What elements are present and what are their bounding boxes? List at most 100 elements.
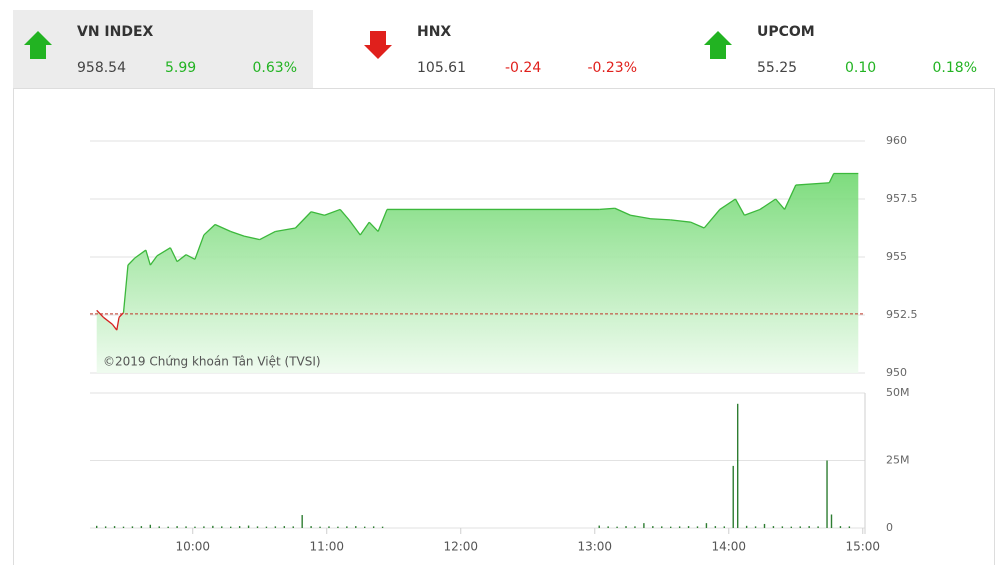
price-line-segment — [185, 254, 196, 260]
volume-bar — [808, 526, 810, 528]
price-line-segment — [614, 207, 631, 216]
price-line-segment — [744, 208, 761, 216]
volume-bar — [372, 526, 375, 528]
price-line-segment — [176, 254, 187, 263]
volume-bar — [754, 526, 757, 528]
price-line-segment — [759, 198, 777, 210]
volume-bar — [598, 525, 600, 528]
volume-bar — [678, 526, 681, 528]
volume-bar — [781, 526, 784, 528]
price-line-segment — [784, 184, 797, 210]
volume-bar — [212, 525, 214, 528]
volume-bar — [113, 526, 116, 528]
price-line-segment — [169, 247, 178, 262]
price-line-segment — [103, 316, 113, 325]
volume-bar — [705, 523, 708, 528]
volume-bar — [230, 526, 232, 528]
index-name: VN INDEX — [77, 24, 154, 40]
volume-bar — [826, 460, 828, 528]
index-value: 105.61 — [417, 60, 466, 76]
volume-bar — [167, 526, 169, 528]
volume-bar — [131, 526, 134, 528]
volume-bar — [616, 526, 618, 528]
index-card[interactable]: HNX 105.61 -0.24 -0.23% — [364, 24, 637, 76]
price-line-segment — [703, 209, 721, 229]
volume-bar — [319, 526, 321, 528]
price-line-segment — [111, 323, 118, 331]
price-line-segment — [734, 198, 745, 216]
volume-bar — [194, 526, 196, 528]
volume-bar — [661, 526, 663, 528]
volume-bar — [301, 515, 303, 528]
x-tick-label: 10:00 — [175, 540, 210, 554]
volume-bar — [140, 526, 143, 528]
index-card[interactable]: UPCOM 55.25 0.10 0.18% — [704, 24, 977, 76]
volume-bar — [122, 526, 125, 528]
volume-bar — [714, 526, 717, 528]
index-change: -0.24 — [505, 60, 541, 76]
x-tick-label: 13:00 — [577, 540, 612, 554]
volume-bar — [607, 526, 609, 528]
volume-bar — [625, 526, 627, 528]
index-name: HNX — [417, 24, 451, 40]
price-line-segment — [134, 249, 147, 259]
price-line-segment — [599, 207, 615, 211]
volume-bar — [328, 526, 330, 528]
volume-bar — [772, 526, 775, 528]
price-line-segment — [295, 211, 312, 229]
y-tick-label: 25M — [886, 454, 910, 467]
price-line-segment — [828, 173, 835, 184]
direction-arrow — [364, 31, 392, 59]
y-tick-label: 955 — [886, 250, 907, 263]
price-line-segment — [116, 317, 120, 331]
index-value: 55.25 — [757, 60, 797, 76]
volume-bar — [790, 526, 792, 528]
volume-bar — [256, 526, 259, 528]
price-line-segment — [377, 209, 388, 232]
volume-bar — [830, 514, 833, 528]
price-line-segment — [214, 223, 231, 233]
volume-bar — [337, 526, 339, 528]
volume-bar — [185, 526, 187, 528]
index-card[interactable]: VN INDEX 958.54 5.99 0.63% — [13, 10, 313, 88]
volume-bar — [848, 526, 851, 528]
price-line-segment — [670, 219, 691, 223]
volume-bar — [104, 526, 107, 528]
volume-bar — [96, 525, 98, 528]
index-value: 958.54 — [77, 60, 126, 76]
area-fill — [96, 173, 859, 373]
y-tick-label: 952.5 — [886, 308, 918, 321]
price-line-segment — [194, 234, 205, 260]
price-line-segment — [368, 221, 379, 232]
price-line-segment — [149, 255, 158, 266]
index-percent: 0.18% — [933, 60, 977, 76]
volume-bar — [355, 526, 357, 528]
volume-bar — [283, 526, 286, 528]
volume-bar — [238, 526, 241, 528]
index-card-bg — [13, 10, 313, 88]
volume-bar — [732, 465, 734, 528]
y-tick-label: 957.5 — [886, 192, 918, 205]
price-line-segment — [156, 247, 171, 257]
price-line-segment — [122, 265, 129, 313]
volume-bar — [310, 526, 312, 528]
volume-bar — [364, 526, 366, 528]
volume-bar — [158, 526, 160, 528]
index-change: 0.10 — [845, 60, 876, 76]
volume-bar — [346, 526, 348, 528]
price-line-segment — [310, 211, 325, 216]
volume-bar — [723, 526, 725, 528]
volume-bar — [203, 526, 205, 528]
y-tick-label: 950 — [886, 366, 907, 379]
volume-bar — [736, 403, 739, 528]
x-tick-label: 11:00 — [309, 540, 344, 554]
price-line-segment — [118, 312, 124, 318]
price-line-segment — [243, 235, 260, 241]
volume-bar — [687, 526, 690, 528]
index-change: 5.99 — [165, 60, 196, 76]
direction-arrow — [24, 31, 52, 59]
direction-arrow — [704, 31, 732, 59]
price-line-segment — [719, 198, 736, 210]
